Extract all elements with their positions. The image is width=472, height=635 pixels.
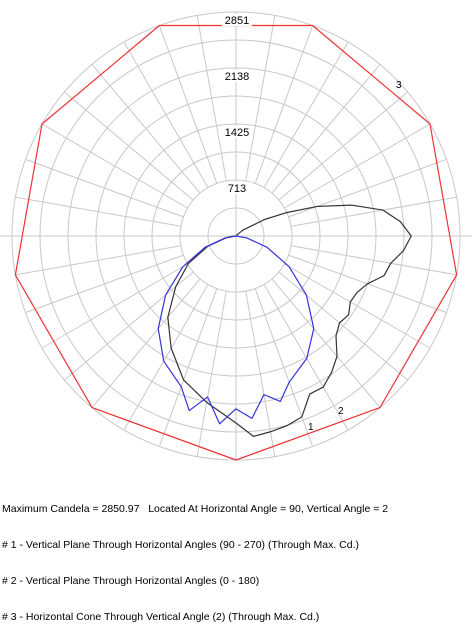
grid-spoke — [284, 123, 431, 209]
series-1-label: 1 — [308, 422, 314, 433]
grid-spoke — [91, 278, 201, 408]
grid-spoke — [263, 284, 349, 431]
radial-tick-label: 713 — [228, 183, 246, 195]
grid-spoke — [271, 64, 381, 194]
legend-entry-series-3: # 3 - Horizontal Cone Through Vertical A… — [2, 611, 320, 623]
grid-spoke — [41, 123, 188, 209]
legend-entry-series-1: # 1 - Vertical Plane Through Horizontal … — [2, 539, 359, 551]
chart-legend: Maximum Candela = 2850.97 Located At Hor… — [2, 479, 470, 635]
series-3-label: 3 — [396, 80, 402, 91]
series-2-label: 2 — [338, 406, 344, 417]
grid-spoke — [15, 196, 181, 227]
radial-tick-label: 1425 — [225, 127, 249, 139]
grid-spoke — [91, 64, 201, 194]
grid-spoke — [263, 41, 349, 188]
tick-label-background — [222, 14, 252, 26]
grid-spoke — [41, 263, 188, 349]
grid-spoke — [291, 245, 457, 276]
max-candela-text: Maximum Candela = 2850.97 Located At Hor… — [2, 503, 389, 515]
grid-spoke — [245, 15, 276, 181]
radial-tick-label: 2851 — [225, 15, 249, 27]
photometric-polar-chart: 713 1425 2138 2851 1 2 3 — [0, 11, 472, 461]
grid-spoke — [15, 245, 181, 276]
radial-tick-labels: 713 1425 2138 2851 — [222, 14, 252, 195]
grid-spoke — [25, 254, 184, 314]
grid-spoke — [291, 196, 457, 227]
tick-label-background — [222, 70, 252, 83]
series-2-curve — [157, 235, 315, 425]
grid-spoke — [254, 288, 314, 447]
tick-label-background — [222, 126, 252, 139]
radial-tick-label: 2138 — [225, 71, 249, 83]
tick-label-background — [222, 181, 252, 194]
polar-grid — [0, 11, 472, 461]
grid-spoke — [278, 91, 408, 201]
grid-spoke — [271, 278, 381, 408]
grid-spoke — [64, 271, 194, 381]
grid-spoke — [245, 291, 276, 457]
polar-plot: 713 1425 2138 2851 1 2 3 — [0, 11, 472, 461]
grid-spoke — [196, 15, 227, 181]
series-1-curve — [167, 204, 412, 437]
grid-spoke — [158, 25, 218, 184]
legend-entry-series-2: # 2 - Vertical Plane Through Horizontal … — [2, 575, 260, 587]
grid-spoke — [64, 91, 194, 201]
grid-spoke — [123, 284, 209, 431]
grid-spoke — [123, 41, 209, 188]
grid-spoke — [196, 291, 227, 457]
grid-spoke — [158, 288, 218, 447]
curve-labels: 1 2 3 — [308, 80, 402, 433]
grid-spoke — [25, 158, 184, 218]
grid-spoke — [254, 25, 314, 184]
grid-spoke — [284, 263, 431, 349]
grid-spoke — [278, 271, 408, 381]
